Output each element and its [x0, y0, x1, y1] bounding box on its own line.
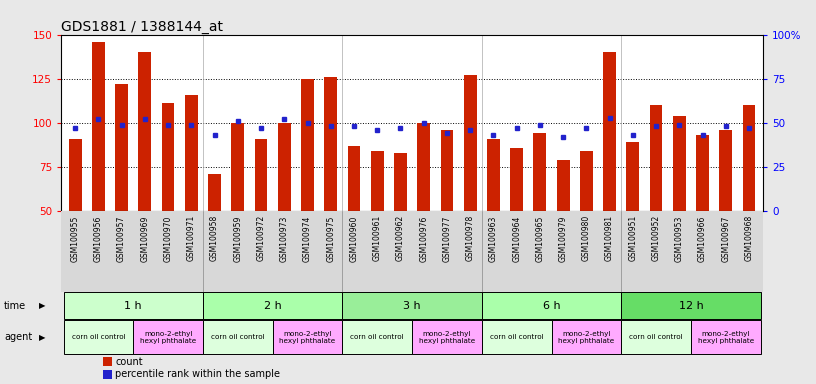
- Text: GSM100972: GSM100972: [256, 215, 265, 262]
- Text: 2 h: 2 h: [264, 301, 282, 311]
- Bar: [743, 105, 756, 211]
- Text: count: count: [115, 357, 143, 367]
- Bar: [104, 370, 112, 379]
- Bar: [412, 320, 481, 354]
- Bar: [92, 41, 104, 211]
- Text: agent: agent: [4, 332, 33, 342]
- Text: GSM100963: GSM100963: [489, 215, 498, 262]
- Text: mono-2-ethyl
hexyl phthalate: mono-2-ethyl hexyl phthalate: [140, 331, 196, 344]
- Text: GSM100959: GSM100959: [233, 215, 242, 262]
- Bar: [696, 135, 709, 211]
- Text: GSM100979: GSM100979: [559, 215, 568, 262]
- Bar: [673, 116, 685, 211]
- Bar: [162, 103, 175, 211]
- Text: GSM100973: GSM100973: [280, 215, 289, 262]
- Bar: [720, 130, 732, 211]
- Bar: [324, 77, 337, 211]
- Text: corn oil control: corn oil control: [490, 334, 543, 340]
- Bar: [343, 293, 481, 319]
- Bar: [273, 320, 343, 354]
- Bar: [104, 358, 112, 366]
- Text: GSM100977: GSM100977: [442, 215, 451, 262]
- Text: corn oil control: corn oil control: [211, 334, 264, 340]
- Text: 12 h: 12 h: [679, 301, 703, 311]
- Bar: [603, 52, 616, 211]
- Bar: [69, 139, 82, 211]
- Text: GSM100976: GSM100976: [419, 215, 428, 262]
- Bar: [552, 320, 621, 354]
- Bar: [487, 139, 499, 211]
- Text: GSM100952: GSM100952: [651, 215, 661, 262]
- Bar: [463, 75, 477, 211]
- Text: GSM100967: GSM100967: [721, 215, 730, 262]
- Bar: [64, 320, 133, 354]
- Text: GSM100965: GSM100965: [535, 215, 544, 262]
- Text: GSM100968: GSM100968: [744, 215, 753, 262]
- Text: GSM100960: GSM100960: [349, 215, 358, 262]
- Text: GSM100971: GSM100971: [187, 215, 196, 262]
- Text: mono-2-ethyl
hexyl phthalate: mono-2-ethyl hexyl phthalate: [279, 331, 335, 344]
- Bar: [691, 320, 761, 354]
- Text: GSM100953: GSM100953: [675, 215, 684, 262]
- Text: mono-2-ethyl
hexyl phthalate: mono-2-ethyl hexyl phthalate: [698, 331, 754, 344]
- Bar: [481, 320, 552, 354]
- Text: GSM100964: GSM100964: [512, 215, 521, 262]
- Bar: [621, 293, 761, 319]
- Bar: [208, 174, 221, 211]
- Bar: [627, 142, 639, 211]
- Bar: [348, 146, 361, 211]
- Text: 1 h: 1 h: [124, 301, 142, 311]
- Text: GSM100966: GSM100966: [698, 215, 707, 262]
- Bar: [534, 134, 546, 211]
- Text: GSM100970: GSM100970: [163, 215, 173, 262]
- Text: corn oil control: corn oil control: [72, 334, 125, 340]
- Text: ▶: ▶: [39, 301, 46, 310]
- Text: GSM100981: GSM100981: [605, 215, 614, 261]
- Bar: [139, 52, 151, 211]
- Bar: [510, 147, 523, 211]
- Bar: [255, 139, 268, 211]
- Bar: [441, 130, 454, 211]
- Bar: [232, 123, 244, 211]
- Text: mono-2-ethyl
hexyl phthalate: mono-2-ethyl hexyl phthalate: [419, 331, 475, 344]
- Bar: [370, 151, 384, 211]
- Text: corn oil control: corn oil control: [350, 334, 404, 340]
- Bar: [580, 151, 592, 211]
- Text: GSM100962: GSM100962: [396, 215, 405, 262]
- Text: time: time: [4, 301, 26, 311]
- Text: ▶: ▶: [39, 333, 46, 342]
- Text: GSM100957: GSM100957: [118, 215, 126, 262]
- Bar: [394, 153, 407, 211]
- Bar: [115, 84, 128, 211]
- Bar: [557, 160, 570, 211]
- Bar: [203, 293, 343, 319]
- Bar: [133, 320, 203, 354]
- Bar: [203, 320, 273, 354]
- Text: 6 h: 6 h: [543, 301, 561, 311]
- Bar: [650, 105, 663, 211]
- Text: GSM100978: GSM100978: [466, 215, 475, 262]
- Bar: [621, 320, 691, 354]
- Bar: [481, 293, 621, 319]
- Bar: [185, 94, 197, 211]
- Text: percentile rank within the sample: percentile rank within the sample: [115, 369, 280, 379]
- Text: GSM100980: GSM100980: [582, 215, 591, 262]
- Bar: [64, 293, 203, 319]
- Text: GSM100961: GSM100961: [373, 215, 382, 262]
- Text: 3 h: 3 h: [403, 301, 421, 311]
- Text: GSM100956: GSM100956: [94, 215, 103, 262]
- Text: GSM100969: GSM100969: [140, 215, 149, 262]
- Text: GSM100958: GSM100958: [210, 215, 219, 262]
- Text: mono-2-ethyl
hexyl phthalate: mono-2-ethyl hexyl phthalate: [558, 331, 614, 344]
- Bar: [278, 123, 290, 211]
- Bar: [343, 320, 412, 354]
- Text: GSM100975: GSM100975: [326, 215, 335, 262]
- Text: GSM100955: GSM100955: [71, 215, 80, 262]
- Text: GSM100951: GSM100951: [628, 215, 637, 262]
- Text: GSM100974: GSM100974: [303, 215, 312, 262]
- Text: GDS1881 / 1388144_at: GDS1881 / 1388144_at: [61, 20, 224, 33]
- Bar: [301, 79, 314, 211]
- Bar: [417, 123, 430, 211]
- Text: corn oil control: corn oil control: [629, 334, 683, 340]
